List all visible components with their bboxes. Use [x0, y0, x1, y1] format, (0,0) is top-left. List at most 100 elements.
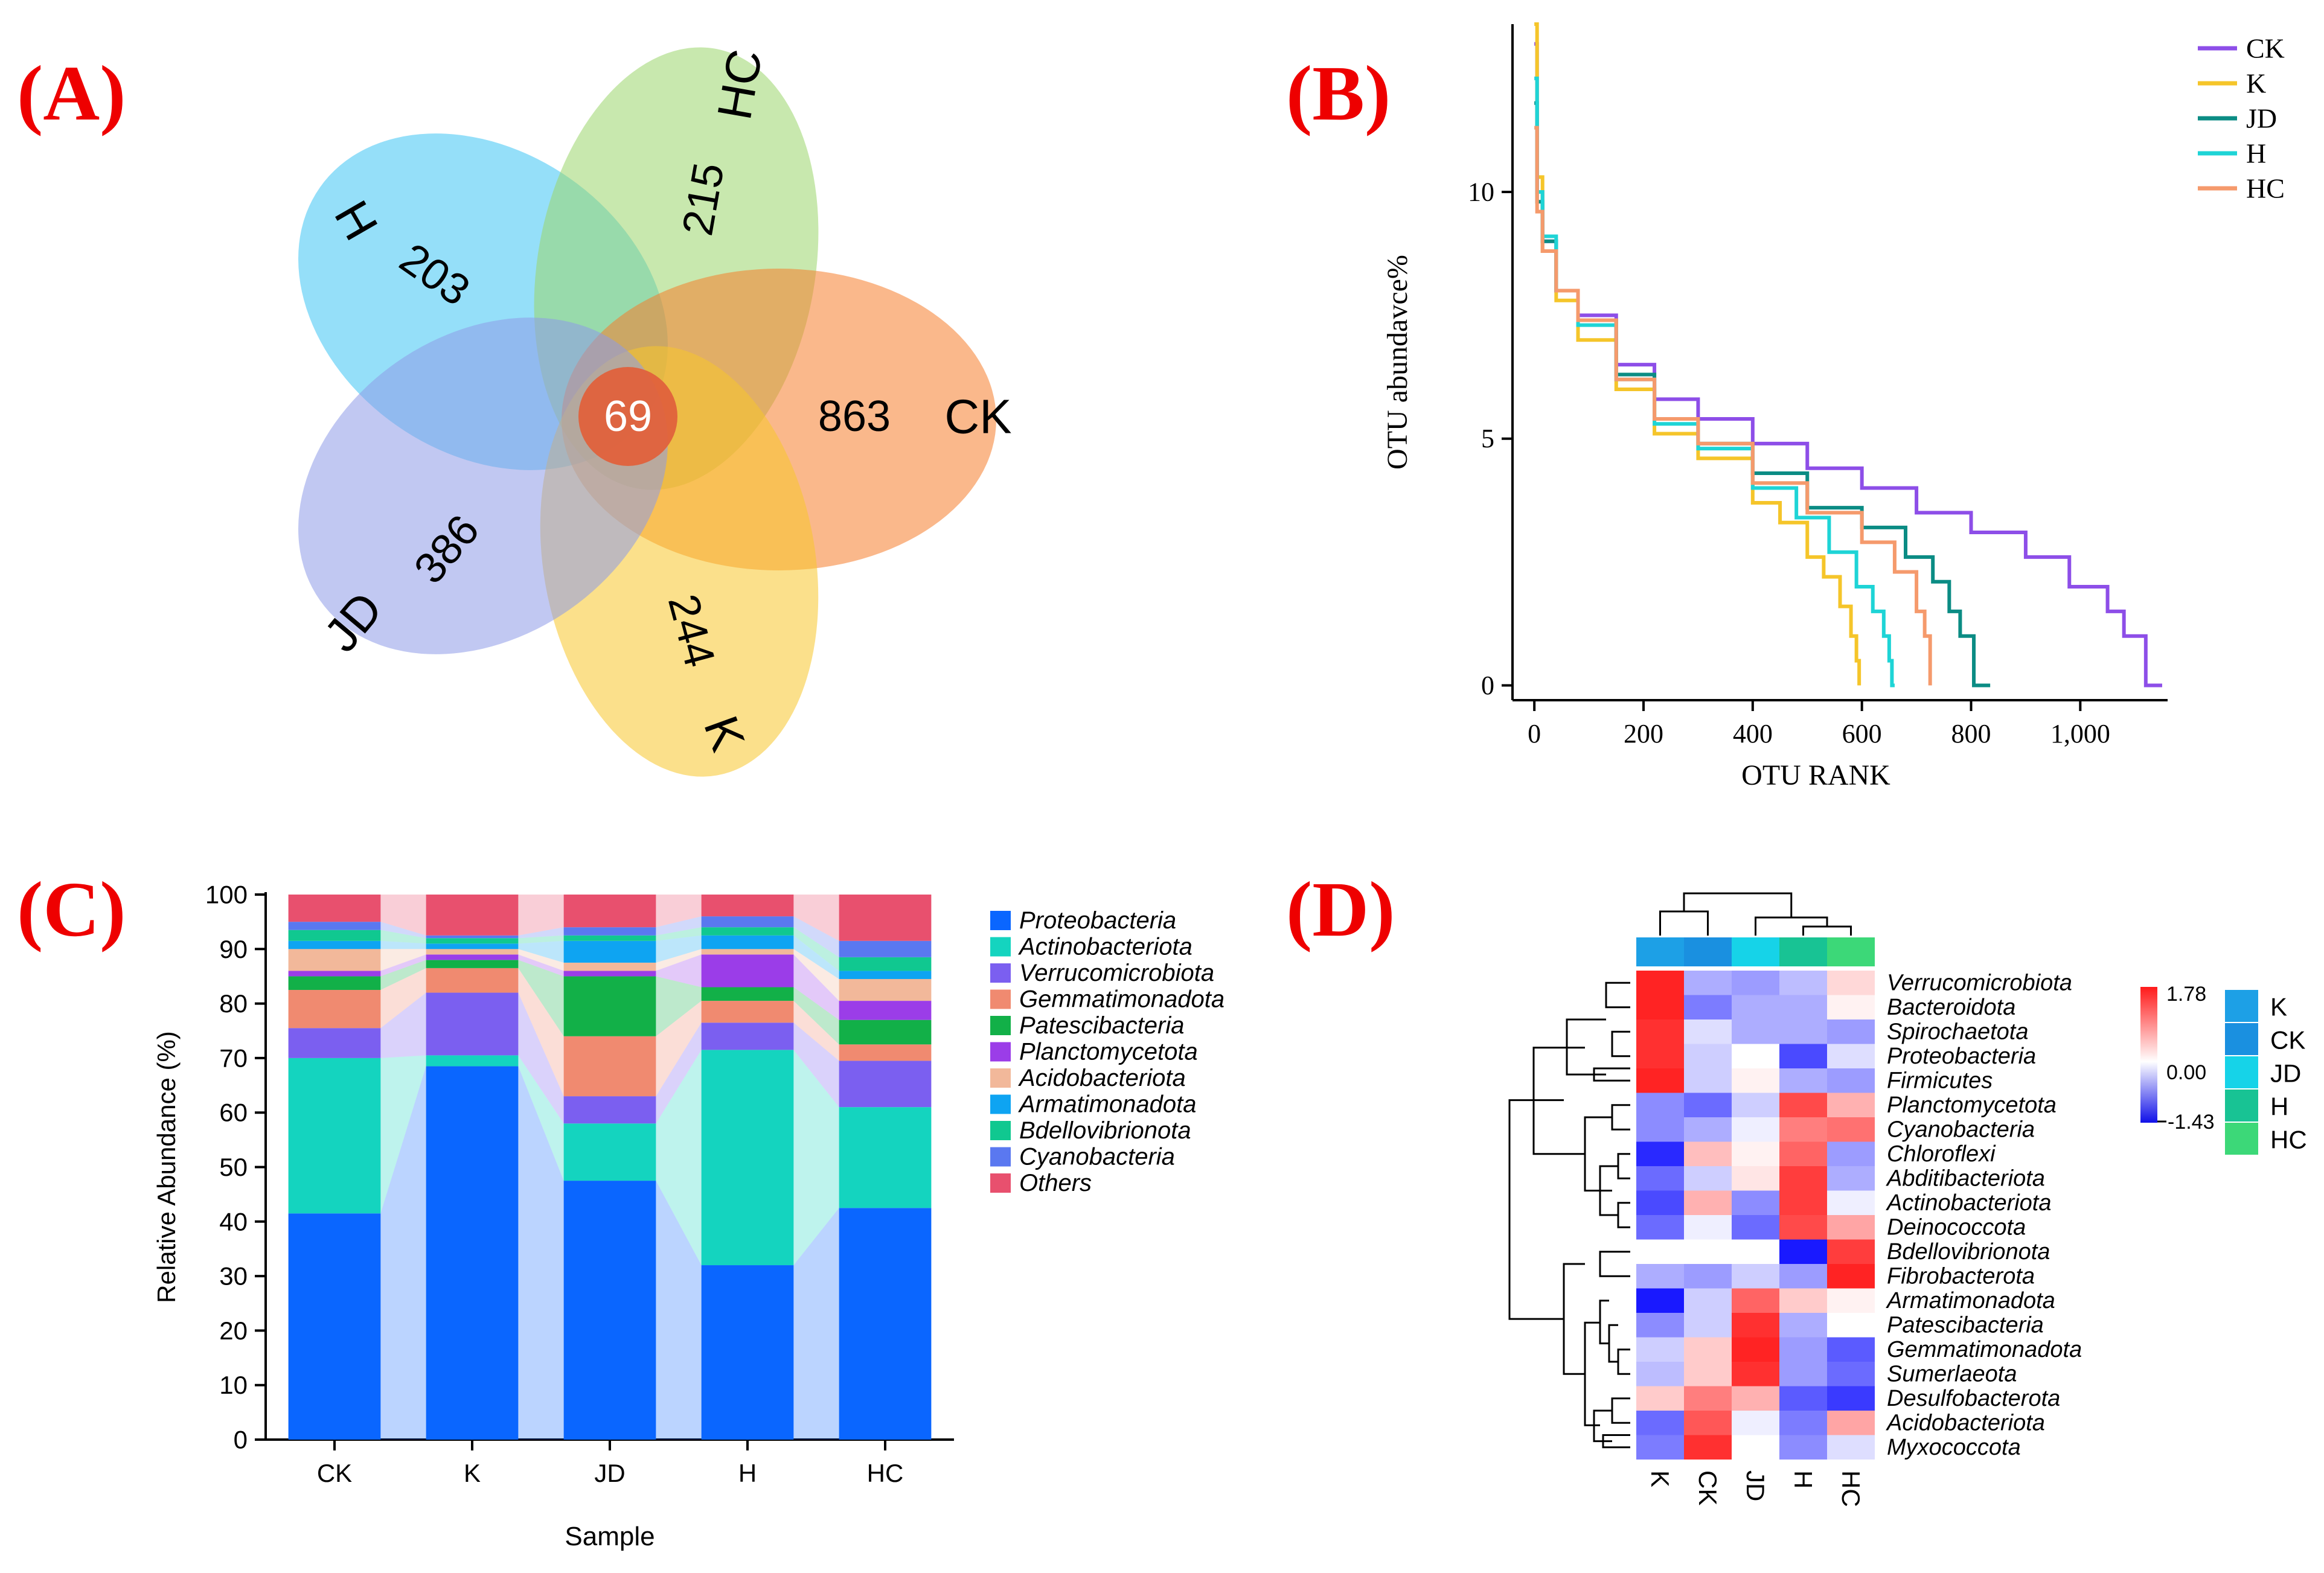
d-row-label-planctomycetota: Planctomycetota: [1887, 1093, 2057, 1118]
d-cell-armatimonadota-k: [1636, 1288, 1684, 1313]
d-row-label-myxococcota: Myxococcota: [1887, 1435, 2021, 1460]
b-x-tick-label: 1,000: [2050, 719, 2110, 748]
c-bar-ck-acidobacteriota: [288, 949, 381, 971]
c-bar-hc-acidobacteriota: [839, 978, 932, 1001]
c-bar-k-verrucomicrobiota: [426, 992, 519, 1056]
d-cell-proteobacteria-ck: [1684, 1044, 1732, 1068]
d-col-color-ck: [1684, 937, 1732, 966]
d-colorbar-max: 1.78: [2166, 983, 2206, 1006]
panel-c-label: (C): [17, 866, 126, 953]
c-bar-jd-cyanobacteria: [563, 927, 656, 936]
panel-d-label: (D): [1286, 866, 1395, 953]
d-cell-firmicutes-h: [1779, 1068, 1827, 1093]
d-cell-verrucomicrobiota-h: [1779, 971, 1827, 995]
venn-core-count: 69: [604, 392, 652, 441]
c-legend-swatch-gemmatimonadota: [990, 989, 1011, 1009]
d-cell-proteobacteria-h: [1779, 1044, 1827, 1068]
d-cell-armatimonadota-h: [1779, 1288, 1827, 1313]
c-bar-jd-gemmatimonadota: [563, 1036, 656, 1097]
c-y-tick-label: 90: [219, 935, 248, 963]
d-col-color-jd: [1732, 937, 1779, 966]
d-row-label-acidobacteriota: Acidobacteriota: [1886, 1410, 2045, 1435]
c-bar-jd-actinobacteriota: [563, 1123, 656, 1181]
c-y-tick-label: 100: [205, 881, 248, 909]
d-row-branch: [1611, 1030, 1630, 1058]
d-row-label-patescibacteria: Patescibacteria: [1887, 1312, 2044, 1338]
d-row-label-deinococcota: Deinococcota: [1887, 1214, 2026, 1240]
d-row-label-gemmatimonadota: Gemmatimonadota: [1887, 1337, 2082, 1362]
d-cell-bacteroidota-h: [1779, 995, 1827, 1019]
d-cell-fibrobacterota-ck: [1684, 1264, 1732, 1289]
d-cell-deinococcota-hc: [1827, 1215, 1875, 1240]
c-bar-jd-patescibacteria: [563, 976, 656, 1036]
c-bar-jd-others: [563, 895, 656, 928]
c-bar-ck-patescibacteria: [288, 976, 381, 991]
d-cell-spirochaetota-k: [1636, 1019, 1684, 1044]
d-cell-desulfobacterota-k: [1636, 1386, 1684, 1411]
d-group-label-hc: HC: [2270, 1126, 2307, 1154]
d-row-branch: [1617, 1202, 1630, 1228]
d-col-label-jd: JD: [1741, 1470, 1770, 1501]
d-cell-abditibacteriota-jd: [1732, 1166, 1779, 1191]
d-row-label-bdellovibrionota: Bdellovibrionota: [1887, 1239, 2050, 1265]
d-row-label-cyanobacteria: Cyanobacteria: [1887, 1117, 2035, 1142]
d-cell-acidobacteriota-hc: [1827, 1411, 1875, 1435]
c-flow-verrucomicrobiota: [793, 1023, 839, 1108]
d-row-dendrogram: [1508, 981, 1630, 1449]
c-flow-cyanobacteria: [518, 927, 564, 939]
d-cell-proteobacteria-jd: [1732, 1044, 1779, 1068]
heatmap-chart: VerrucomicrobiotaBacteroidotaSpirochaeto…: [1508, 892, 2307, 1507]
c-legend-label-actinobacteriota: Actinobacteriota: [1018, 934, 1192, 960]
d-cell-desulfobacterota-hc: [1827, 1386, 1875, 1411]
d-cell-bdellovibrionota-hc: [1827, 1239, 1875, 1264]
d-cell-deinococcota-jd: [1732, 1215, 1779, 1240]
c-y-tick-label: 10: [219, 1371, 248, 1399]
c-legend-label-patescibacteria: Patescibacteria: [1019, 1012, 1184, 1039]
c-legend-swatch-acidobacteriota: [990, 1068, 1011, 1088]
d-cell-armatimonadota-ck: [1684, 1288, 1732, 1313]
c-flow-acidobacteriota: [380, 949, 426, 971]
panel-b-label: (B): [1286, 50, 1391, 137]
d-cell-verrucomicrobiota-k: [1636, 971, 1684, 995]
c-bar-k-armatimonadota: [426, 943, 519, 949]
c-flow-patescibacteria: [793, 987, 839, 1045]
d-cell-gemmatimonadota-k: [1636, 1337, 1684, 1362]
b-legend-label-h: H: [2246, 138, 2266, 169]
d-row-branch: [1508, 1099, 1564, 1320]
c-bar-ck-actinobacteriota: [288, 1058, 381, 1214]
panel-b: (B) 0 5 10 0 200 400 600 800 1,000 OTU RANK OTU ab…: [1286, 22, 2285, 791]
d-cell-gemmatimonadota-h: [1779, 1337, 1827, 1362]
c-legend-label-cyanobacteria: Cyanobacteria: [1019, 1144, 1175, 1170]
c-bar-k-planctomycetota: [426, 954, 519, 960]
d-row-label-sumerlaeota: Sumerlaeota: [1887, 1361, 2017, 1386]
d-row-label-chloroflexi: Chloroflexi: [1887, 1141, 1996, 1167]
c-flow-planctomycetota: [518, 954, 564, 977]
d-cell-planctomycetota-hc: [1827, 1093, 1875, 1117]
c-flow-cyanobacteria: [380, 922, 426, 939]
d-cell-desulfobacterota-ck: [1684, 1386, 1732, 1411]
c-legend-label-proteobacteria: Proteobacteria: [1019, 907, 1176, 934]
c-flow-acidobacteriota: [793, 949, 839, 1001]
c-flow-proteobacteria: [793, 1208, 839, 1440]
d-cell-bdellovibrionota-jd: [1732, 1239, 1779, 1264]
c-bar-ck-cyanobacteria: [288, 922, 381, 930]
d-cell-actinobacteriota-jd: [1732, 1190, 1779, 1215]
d-cell-acidobacteriota-h: [1779, 1411, 1827, 1435]
d-row-label-spirochaetota: Spirochaetota: [1887, 1019, 2029, 1044]
c-y-tick-label: 80: [219, 989, 248, 1018]
d-cell-firmicutes-ck: [1684, 1068, 1732, 1093]
c-flow-verrucomicrobiota: [656, 1023, 702, 1124]
b-legend-label-hc: HC: [2246, 173, 2285, 204]
panel-d: (D) VerrucomicrobiotaBacteroidotaSpiroch…: [1286, 866, 2307, 1507]
c-bar-hc-proteobacteria: [839, 1208, 932, 1440]
d-cell-myxococcota-hc: [1827, 1435, 1875, 1460]
b-x-tick-label: 400: [1733, 719, 1773, 748]
c-y-tick-label: 0: [234, 1426, 248, 1454]
c-bar-h-patescibacteria: [701, 987, 794, 1001]
d-cell-fibrobacterota-k: [1636, 1264, 1684, 1289]
d-cell-myxococcota-h: [1779, 1435, 1827, 1460]
d-cell-patescibacteria-h: [1779, 1313, 1827, 1338]
c-flow-bdellovibrionota: [793, 927, 839, 971]
c-y-tick-label: 20: [219, 1316, 248, 1345]
c-y-axis-label: Relative Abundance (%): [152, 1031, 181, 1303]
